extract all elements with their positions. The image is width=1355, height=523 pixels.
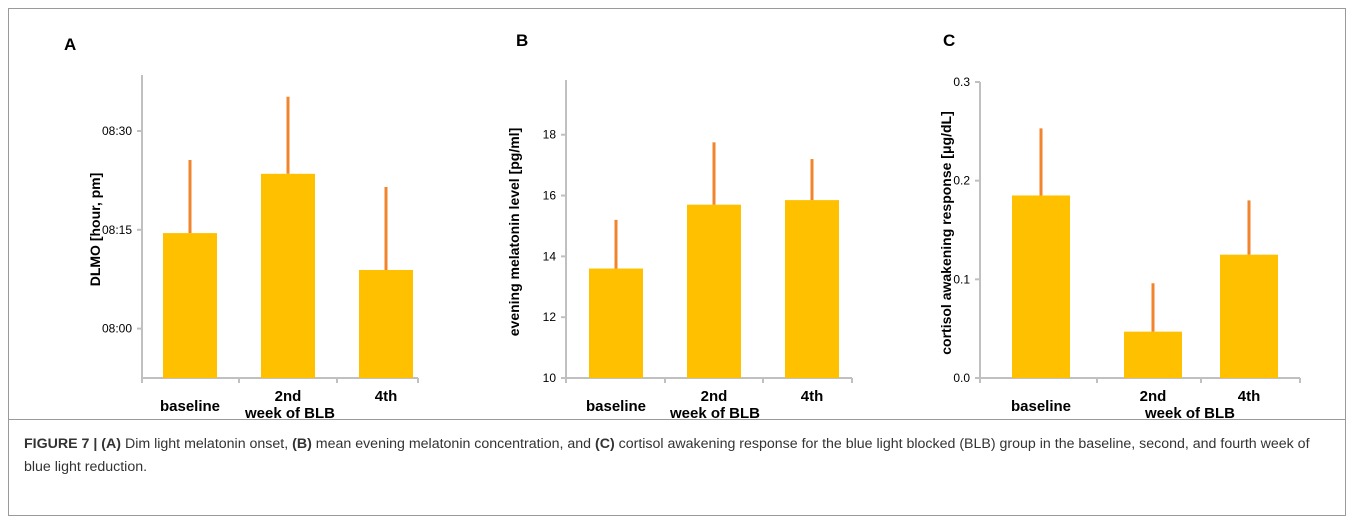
panel-c-y-tick-label: 0.1	[953, 272, 970, 286]
panel-c-bar-2nd	[1124, 331, 1182, 378]
panel-b-y-tick-label: 14	[543, 249, 557, 263]
panel-b-y-tick-label: 18	[543, 128, 557, 142]
figure-caption: FIGURE 7 | (A) Dim light melatonin onset…	[24, 433, 1324, 479]
panel-b-y-tick-label: 12	[543, 310, 557, 324]
panel-b-letter: B	[516, 31, 528, 50]
figure-frame	[8, 8, 1346, 516]
panel-a-category-label: baseline	[160, 398, 220, 415]
panel-a-y-tick-label: 08:00	[102, 322, 132, 336]
caption-b-text: mean evening melatonin concentration, an…	[311, 436, 595, 452]
figure-7-charts: A 08:00 08:15 08:30 DLMO [hour, pm] baseline 2…	[64, 31, 1301, 419]
panel-a-x-axis-label: week of BLB	[244, 405, 335, 419]
caption-a-text: Dim light melatonin onset,	[121, 436, 293, 452]
panel-b-bar-baseline	[589, 268, 643, 378]
panel-b-bar-2nd	[687, 204, 741, 378]
panel-c-y-tick-label: 0.0	[953, 371, 970, 385]
panel-c-category-label: 2nd	[1140, 388, 1167, 405]
caption-figure-label: FIGURE 7 |	[24, 436, 98, 452]
panel-b-x-axis-label: week of BLB	[669, 405, 760, 419]
panel-c-y-tick-label: 0.3	[953, 75, 970, 89]
panel-b-y-axis-label: evening melatonin level [pg/ml]	[506, 128, 522, 336]
panel-a-y-axis-label: DLMO [hour, pm]	[87, 173, 103, 287]
caption-separator	[8, 419, 1346, 420]
panel-a-bar-baseline	[163, 233, 217, 378]
panel-c-letter: C	[943, 31, 955, 50]
panel-c-x-axis-label: week of BLB	[1144, 405, 1235, 419]
caption-a-marker: (A)	[101, 436, 121, 452]
panel-b-y-tick-label: 10	[543, 371, 557, 385]
panel-c-y-axis-label: cortisol awakening response [μg/dL]	[938, 111, 954, 355]
panel-a-letter: A	[64, 35, 76, 54]
panel-c-bar-4th	[1220, 254, 1278, 378]
panel-c-category-label: 4th	[1238, 388, 1261, 405]
panel-c-y-tick-label: 0.2	[953, 174, 970, 188]
caption-c-text: cortisol awakening response for the blue…	[24, 436, 1310, 475]
caption-c-marker: (C)	[594, 436, 615, 452]
caption-b-marker: (B)	[292, 436, 312, 452]
panel-c-bar-baseline	[1012, 195, 1070, 378]
panel-b-y-tick-label: 16	[543, 189, 557, 203]
panel-a-bar-2nd	[261, 173, 315, 378]
panel-a-bar-4th	[359, 269, 413, 378]
panel-a-y-tick-label: 08:15	[102, 223, 132, 237]
panel-b-bar-4th	[785, 200, 839, 378]
panel-a-category-label: 4th	[375, 388, 398, 405]
panel-b-category-label: baseline	[586, 398, 646, 415]
panel-c-category-label: baseline	[1011, 398, 1071, 415]
panel-b-category-label: 4th	[801, 388, 824, 405]
panel-a-y-tick-label: 08:30	[102, 124, 132, 138]
panel-b-category-label: 2nd	[701, 388, 728, 405]
panel-a-category-label: 2nd	[275, 388, 302, 405]
